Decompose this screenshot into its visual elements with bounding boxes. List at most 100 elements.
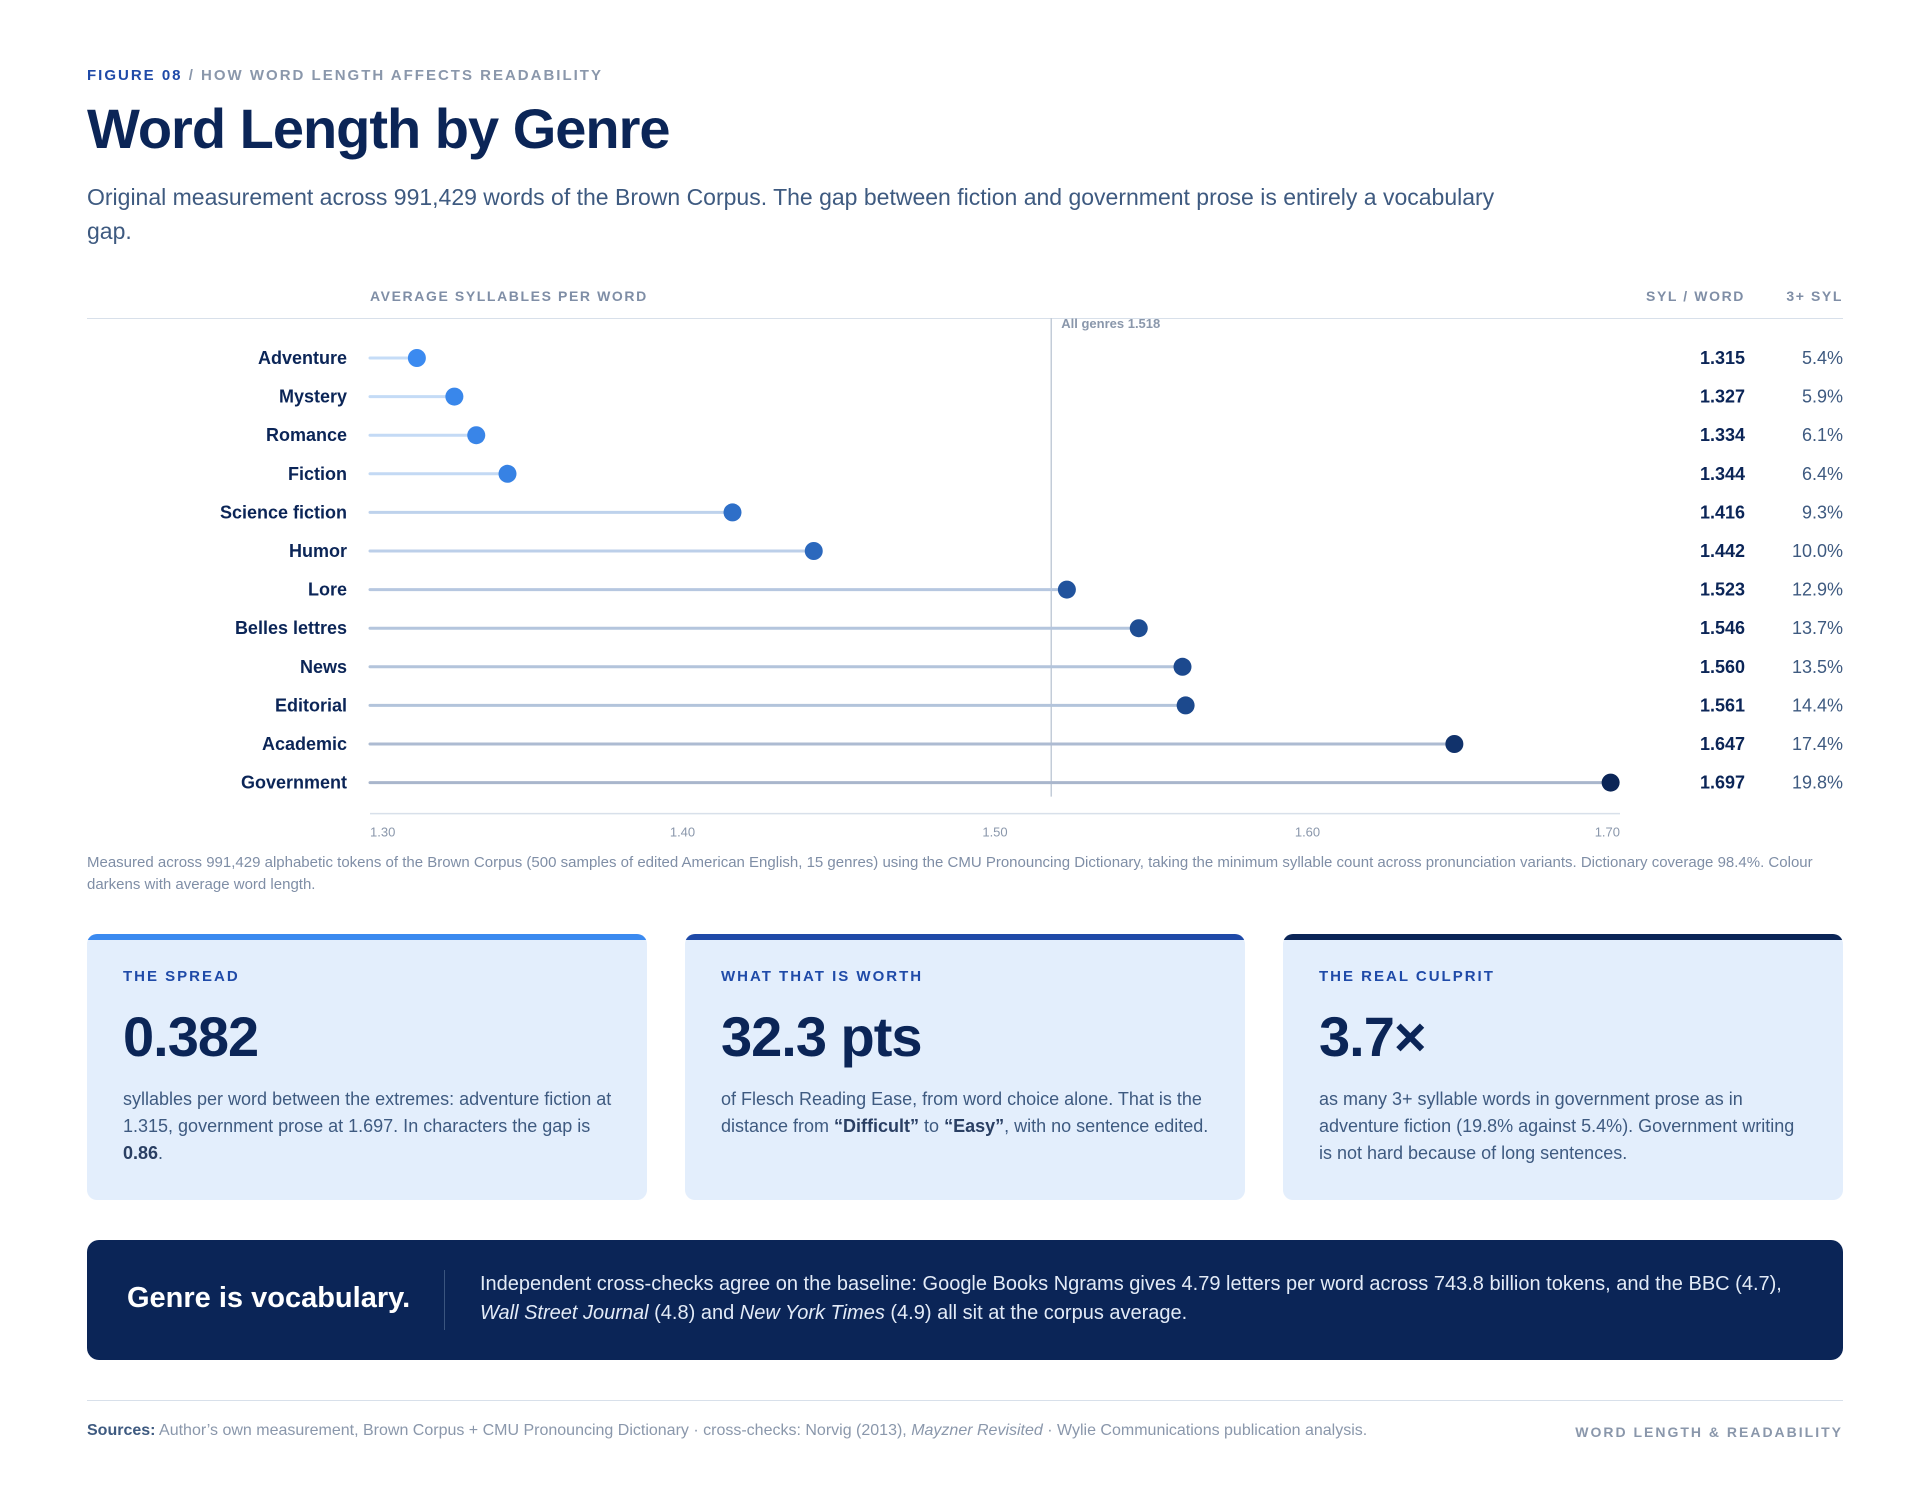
card-body-text: to <box>919 1116 945 1136</box>
card-spread: THE SPREAD 0.382 syllables per word betw… <box>87 934 647 1200</box>
syl-value: 1.560 <box>1700 657 1745 677</box>
x-tick-label: 1.60 <box>1295 825 1320 840</box>
three-plus-syl-value: 5.9% <box>1802 387 1843 407</box>
pct-column-header: 3+ SYL <box>1786 288 1843 304</box>
three-plus-syl-value: 10.0% <box>1792 541 1843 561</box>
card-body-emphasis: 0.86 <box>123 1143 159 1163</box>
syl-value: 1.697 <box>1700 773 1745 793</box>
category-label: Government <box>241 773 347 793</box>
data-point <box>498 464 517 483</box>
three-plus-syl-value: 14.4% <box>1792 695 1843 715</box>
three-plus-syl-value: 9.3% <box>1802 502 1843 522</box>
kicker-separator: / <box>188 67 195 84</box>
banner-divider <box>444 1270 445 1330</box>
syl-value: 1.546 <box>1700 618 1745 638</box>
three-plus-syl-value: 13.7% <box>1792 618 1843 638</box>
category-label: Science fiction <box>220 502 347 522</box>
banner-text-part: Independent cross-checks agree on the ba… <box>480 1273 1782 1295</box>
x-tick-label: 1.40 <box>670 825 695 840</box>
takeaway-banner: Genre is vocabulary. Independent cross-c… <box>87 1240 1843 1360</box>
card-label: THE REAL CULPRIT <box>1319 968 1495 985</box>
chart-column-header: AVERAGE SYLLABLES PER WORD <box>370 288 648 304</box>
category-label: Fiction <box>288 464 347 484</box>
page-title: Word Length by Genre <box>87 97 671 160</box>
data-point <box>445 387 464 406</box>
three-plus-syl-value: 5.4% <box>1802 348 1843 368</box>
sources-title: Mayzner Revisited <box>911 1422 1043 1439</box>
data-point <box>407 349 426 367</box>
banner-text: Independent cross-checks agree on the ba… <box>480 1270 1810 1328</box>
sources-line: Sources: Author’s own measurement, Brown… <box>87 1422 1367 1440</box>
syl-value: 1.315 <box>1700 348 1745 368</box>
sources-label: Sources: <box>87 1422 156 1439</box>
card-stat: 32.3 pts <box>721 1005 923 1068</box>
card-accent-bar <box>1283 934 1843 940</box>
figure-kicker: FIGURE 08 / HOW WORD LENGTH AFFECTS READ… <box>87 67 603 84</box>
data-point <box>1445 735 1464 753</box>
figure-number: FIGURE 08 <box>87 67 183 84</box>
card-body-text: , with no sentence edited. <box>1004 1116 1209 1136</box>
syl-value: 1.344 <box>1700 464 1745 484</box>
card-body-text: syllables per word between the extremes:… <box>123 1089 612 1136</box>
card-body: syllables per word between the extremes:… <box>123 1086 613 1167</box>
footer-tag: WORD LENGTH & READABILITY <box>1575 1424 1843 1440</box>
category-label: Mystery <box>279 387 347 407</box>
card-label: WHAT THAT IS WORTH <box>721 968 924 985</box>
data-point <box>1129 619 1148 638</box>
syl-value: 1.442 <box>1700 541 1745 561</box>
x-tick-label: 1.70 <box>1595 825 1620 840</box>
data-point <box>1057 580 1076 599</box>
card-body: of Flesch Reading Ease, from word choice… <box>721 1086 1211 1140</box>
three-plus-syl-value: 13.5% <box>1792 657 1843 677</box>
category-label: News <box>300 657 347 677</box>
section-name: HOW WORD LENGTH AFFECTS READABILITY <box>201 67 603 84</box>
syl-column-header: SYL / WORD <box>1646 288 1745 304</box>
syl-value: 1.327 <box>1700 387 1745 407</box>
footer-rule <box>87 1400 1843 1401</box>
dumbbell-chart: All genres 1.518 Adventure Mystery Romance… <box>220 316 1843 840</box>
sources-text: Author’s own measurement, Brown Corpus +… <box>155 1422 912 1439</box>
banner-publication: New York Times <box>739 1302 885 1324</box>
banner-publication: Wall Street Journal <box>480 1302 649 1324</box>
banner-text-part: (4.9) all sit at the corpus average. <box>884 1302 1188 1324</box>
category-label: Humor <box>289 541 347 561</box>
data-point <box>1601 773 1620 792</box>
three-plus-syl-value: 17.4% <box>1792 734 1843 754</box>
syl-value: 1.416 <box>1700 502 1745 522</box>
category-label: Adventure <box>258 348 347 368</box>
sources-text: · Wylie Communications publication analy… <box>1042 1422 1368 1439</box>
data-point <box>1176 696 1195 715</box>
three-plus-syl-value: 6.1% <box>1802 425 1843 445</box>
x-tick-label: 1.50 <box>982 825 1007 840</box>
card-body-text: . <box>158 1143 164 1163</box>
card-culprit: THE REAL CULPRIT 3.7× as many 3+ syllabl… <box>1283 934 1843 1200</box>
syl-value: 1.561 <box>1700 695 1745 715</box>
card-body-text: of Flesch Reading Ease, from word choice… <box>721 1089 1202 1136</box>
x-tick-label: 1.30 <box>370 825 395 840</box>
syl-value: 1.647 <box>1700 734 1745 754</box>
banner-text-part: (4.8) and <box>648 1302 740 1324</box>
header-rule <box>87 318 1843 319</box>
category-label: Academic <box>262 734 347 754</box>
syl-value: 1.523 <box>1700 580 1745 600</box>
three-plus-syl-value: 19.8% <box>1792 773 1843 793</box>
three-plus-syl-value: 12.9% <box>1792 580 1843 600</box>
lede-text: Original measurement across 991,429 word… <box>87 184 1495 244</box>
card-worth: WHAT THAT IS WORTH 32.3 pts of Flesch Re… <box>685 934 1245 1200</box>
card-accent-bar <box>685 934 1245 940</box>
data-point <box>723 503 742 522</box>
category-label: Belles lettres <box>235 618 347 638</box>
card-accent-bar <box>87 934 647 940</box>
card-body-emphasis: “Difficult” <box>834 1116 920 1136</box>
card-body: as many 3+ syllable words in government … <box>1319 1089 1795 1163</box>
methodology-note: Measured across 991,429 alphabetic token… <box>87 854 1813 893</box>
card-stat: 3.7× <box>1319 1005 1427 1068</box>
category-label: Romance <box>266 425 347 445</box>
card-stat: 0.382 <box>123 1005 259 1068</box>
data-point <box>804 542 823 560</box>
data-point <box>1173 657 1192 676</box>
card-body-emphasis: “Easy” <box>944 1116 1005 1136</box>
category-label: Lore <box>308 580 347 600</box>
data-point <box>467 426 486 445</box>
card-label: THE SPREAD <box>123 968 240 985</box>
